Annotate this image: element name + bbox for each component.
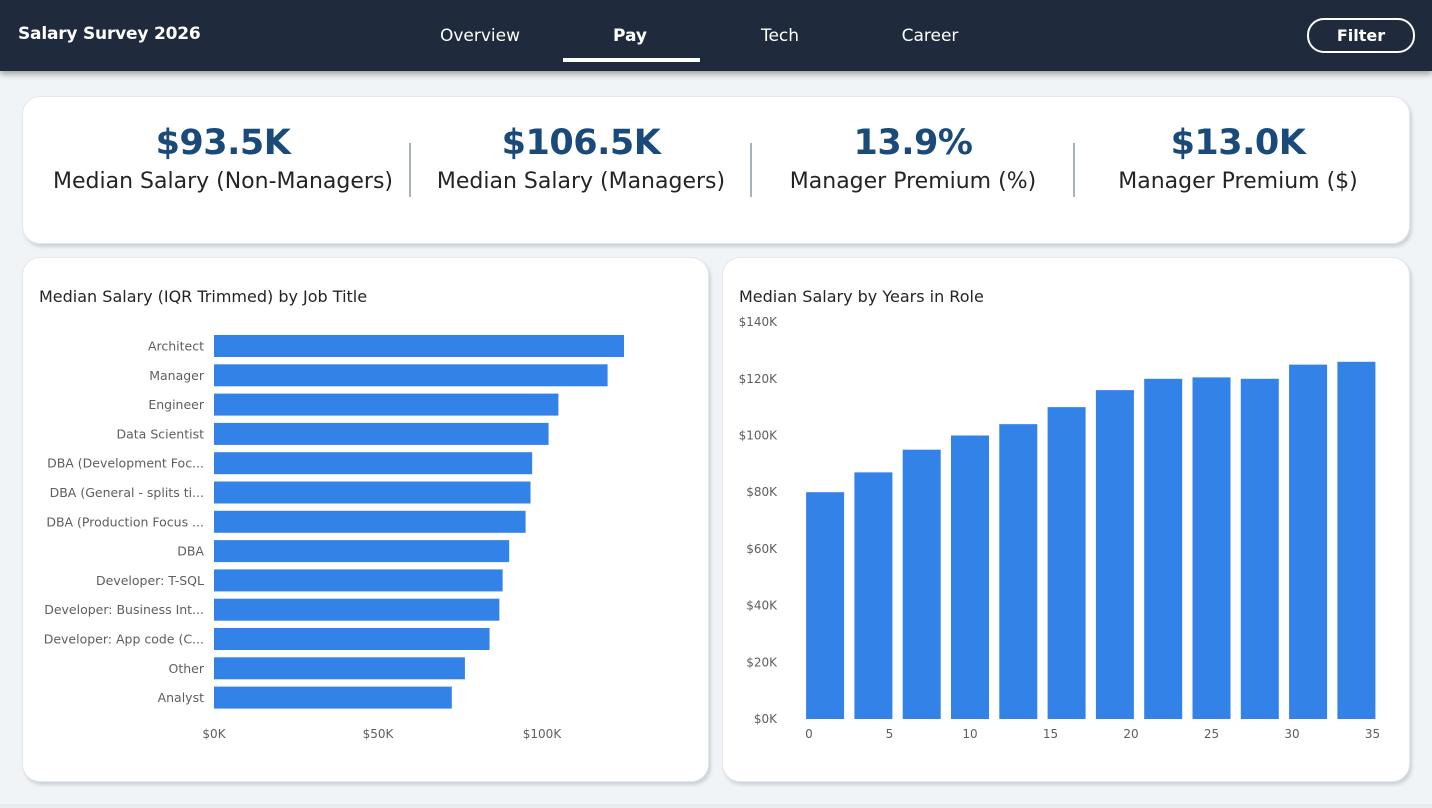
x-tick-label: 20 bbox=[1123, 727, 1138, 741]
x-tick-label: 35 bbox=[1365, 727, 1380, 741]
y-tick-label: $120K bbox=[739, 372, 779, 386]
y-tick-label: $140K bbox=[739, 315, 779, 329]
tab-overview[interactable]: Overview bbox=[439, 26, 521, 46]
x-tick-label: 0 bbox=[805, 727, 813, 741]
x-tick-label: $0K bbox=[202, 727, 226, 741]
bar-3 bbox=[214, 422, 549, 445]
kpi-median-non-managers: $93.5K Median Salary (Non-Managers) bbox=[53, 121, 393, 197]
bar-9 bbox=[214, 598, 500, 621]
bar-2 bbox=[902, 449, 941, 719]
bar-8 bbox=[1192, 377, 1231, 719]
category-label: DBA (General - splits ti... bbox=[50, 485, 204, 500]
bar-6 bbox=[1095, 390, 1134, 719]
bar-5 bbox=[214, 481, 531, 504]
kpi-label: Median Salary (Non-Managers) bbox=[53, 169, 393, 194]
job-title-chart-card: Median Salary (IQR Trimmed) by Job Title… bbox=[22, 257, 709, 782]
kpi-manager-premium-pct: 13.9% Manager Premium (%) bbox=[763, 121, 1063, 197]
x-tick-label: 15 bbox=[1043, 727, 1058, 741]
category-label: Developer: App code (C... bbox=[44, 632, 204, 647]
category-label: Architect bbox=[148, 339, 204, 354]
x-tick-label: $100K bbox=[523, 727, 563, 741]
y-tick-label: $20K bbox=[746, 655, 778, 669]
kpi-divider bbox=[409, 143, 411, 197]
bar-11 bbox=[214, 657, 465, 680]
bar-2 bbox=[214, 393, 559, 416]
category-label: DBA (Development Foc... bbox=[47, 456, 204, 471]
bar-4 bbox=[999, 424, 1038, 719]
tab-career[interactable]: Career bbox=[901, 26, 959, 46]
kpi-value: 13.9% bbox=[853, 123, 973, 163]
kpi-label: Manager Premium ($) bbox=[1118, 169, 1358, 194]
y-tick-label: $80K bbox=[746, 485, 778, 499]
filter-button[interactable]: Filter bbox=[1307, 18, 1415, 53]
category-label: Manager bbox=[149, 368, 205, 383]
years-in-role-bar-chart: $0K $20K $40K $60K $80K $100K $120K $140K 0 5 10 15… bbox=[739, 315, 1381, 741]
bar-0 bbox=[214, 335, 624, 357]
category-label: Developer: Business Int... bbox=[44, 602, 204, 617]
chart-title: Median Salary by Years in Role bbox=[739, 287, 984, 306]
bar-10 bbox=[214, 628, 490, 650]
bar-10 bbox=[1289, 364, 1328, 719]
job-title-bar-chart: Architect Manager Engineer Data Scientist DB… bbox=[44, 335, 624, 741]
x-tick-label: 30 bbox=[1284, 727, 1299, 741]
y-tick-label: $40K bbox=[746, 599, 778, 613]
kpi-value: $13.0K bbox=[1170, 123, 1306, 163]
y-tick-label: $60K bbox=[746, 542, 778, 556]
kpi-value: $93.5K bbox=[155, 123, 291, 163]
y-tick-label: $0K bbox=[754, 712, 778, 726]
bar-1 bbox=[854, 472, 893, 719]
y-tick-label: $100K bbox=[739, 429, 779, 443]
top-nav-bar: Salary Survey 2026 Overview Pay Tech Car… bbox=[0, 0, 1432, 71]
kpi-value: $106.5K bbox=[501, 123, 661, 163]
category-label: Developer: T-SQL bbox=[96, 573, 204, 588]
bar-11 bbox=[1337, 361, 1376, 719]
x-tick-label: 10 bbox=[962, 727, 977, 741]
kpi-divider bbox=[750, 143, 752, 197]
bar-7 bbox=[214, 540, 510, 563]
bar-5 bbox=[1047, 407, 1086, 719]
chart-title: Median Salary (IQR Trimmed) by Job Title bbox=[39, 287, 368, 306]
category-label: Analyst bbox=[158, 690, 205, 705]
bar-6 bbox=[214, 510, 526, 533]
tab-pay[interactable]: Pay bbox=[612, 26, 648, 46]
tab-tech[interactable]: Tech bbox=[760, 26, 800, 46]
bar-7 bbox=[1144, 378, 1183, 719]
kpi-divider bbox=[1073, 143, 1075, 197]
kpi-card: $93.5K Median Salary (Non-Managers) $106… bbox=[22, 96, 1410, 244]
active-tab-indicator bbox=[563, 58, 700, 62]
bar-4 bbox=[214, 452, 533, 475]
kpi-manager-premium-usd: $13.0K Manager Premium ($) bbox=[1083, 121, 1393, 197]
x-tick-label: $50K bbox=[363, 727, 395, 741]
x-tick-label: 5 bbox=[886, 727, 894, 741]
bar-0 bbox=[806, 492, 845, 719]
bottom-strip bbox=[0, 804, 1432, 808]
bar-1 bbox=[214, 364, 608, 387]
category-label: Other bbox=[169, 661, 205, 676]
years-in-role-chart-card: Median Salary by Years in Role $0K $20K $4… bbox=[722, 257, 1410, 782]
kpi-label: Median Salary (Managers) bbox=[436, 169, 726, 194]
bar-9 bbox=[1240, 378, 1279, 719]
bar-8 bbox=[214, 569, 503, 592]
category-label: DBA bbox=[177, 544, 204, 559]
x-tick-label: 25 bbox=[1204, 727, 1219, 741]
bar-3 bbox=[951, 435, 989, 719]
kpi-median-managers: $106.5K Median Salary (Managers) bbox=[423, 121, 739, 197]
category-label: DBA (Production Focus ... bbox=[46, 514, 204, 529]
category-label: Data Scientist bbox=[117, 426, 205, 441]
app-title: Salary Survey 2026 bbox=[18, 24, 201, 44]
kpi-label: Manager Premium (%) bbox=[789, 169, 1037, 194]
category-label: Engineer bbox=[148, 397, 205, 412]
bar-12 bbox=[214, 686, 452, 709]
